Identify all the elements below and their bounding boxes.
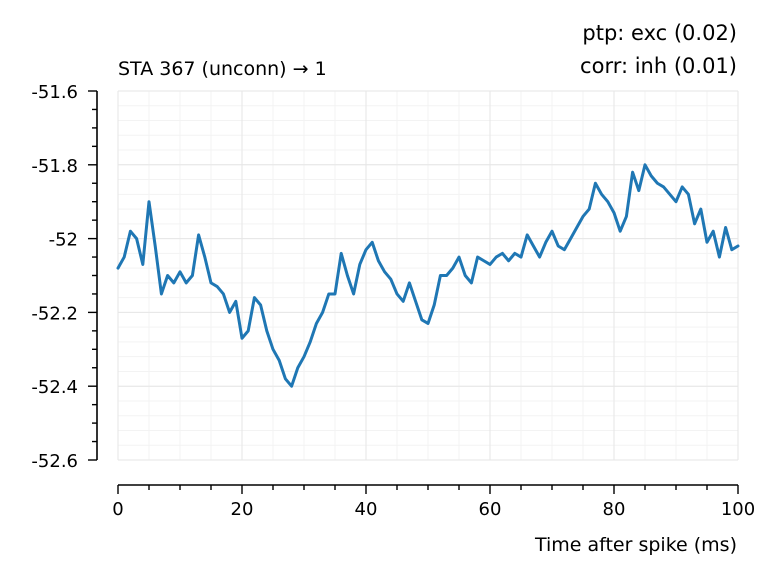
series-line [116, 163, 740, 388]
y-tick-label: -52.4 [31, 377, 78, 398]
y-tick-label: -51.6 [31, 82, 78, 103]
chart-title-right-line2: corr: inh (0.01) [580, 54, 737, 78]
tick-group: 0 20 40 60 80 100 -51.6 -51.8 -52 -52.2 -52.4 -52.6 [31, 82, 755, 520]
series-group [116, 163, 740, 388]
x-tick-label: 20 [231, 499, 254, 520]
chart-title-right-line1: ptp: exc (0.02) [582, 21, 737, 45]
chart-title-left: STA 367 (unconn) → 1 [118, 58, 327, 80]
y-tick-label: -51.8 [31, 156, 78, 177]
x-tick-label: 80 [603, 499, 626, 520]
y-tick-label: -52.6 [31, 451, 78, 472]
x-tick-label: 100 [721, 499, 755, 520]
y-tick-label: -52.2 [31, 303, 78, 324]
x-tick-label: 60 [479, 499, 502, 520]
x-axis-label: Time after spike (ms) [534, 534, 737, 556]
x-tick-label: 0 [112, 499, 123, 520]
x-tick-label: 40 [355, 499, 378, 520]
grid-lines [117, 90, 739, 461]
y-tick-label: -52 [49, 230, 78, 251]
